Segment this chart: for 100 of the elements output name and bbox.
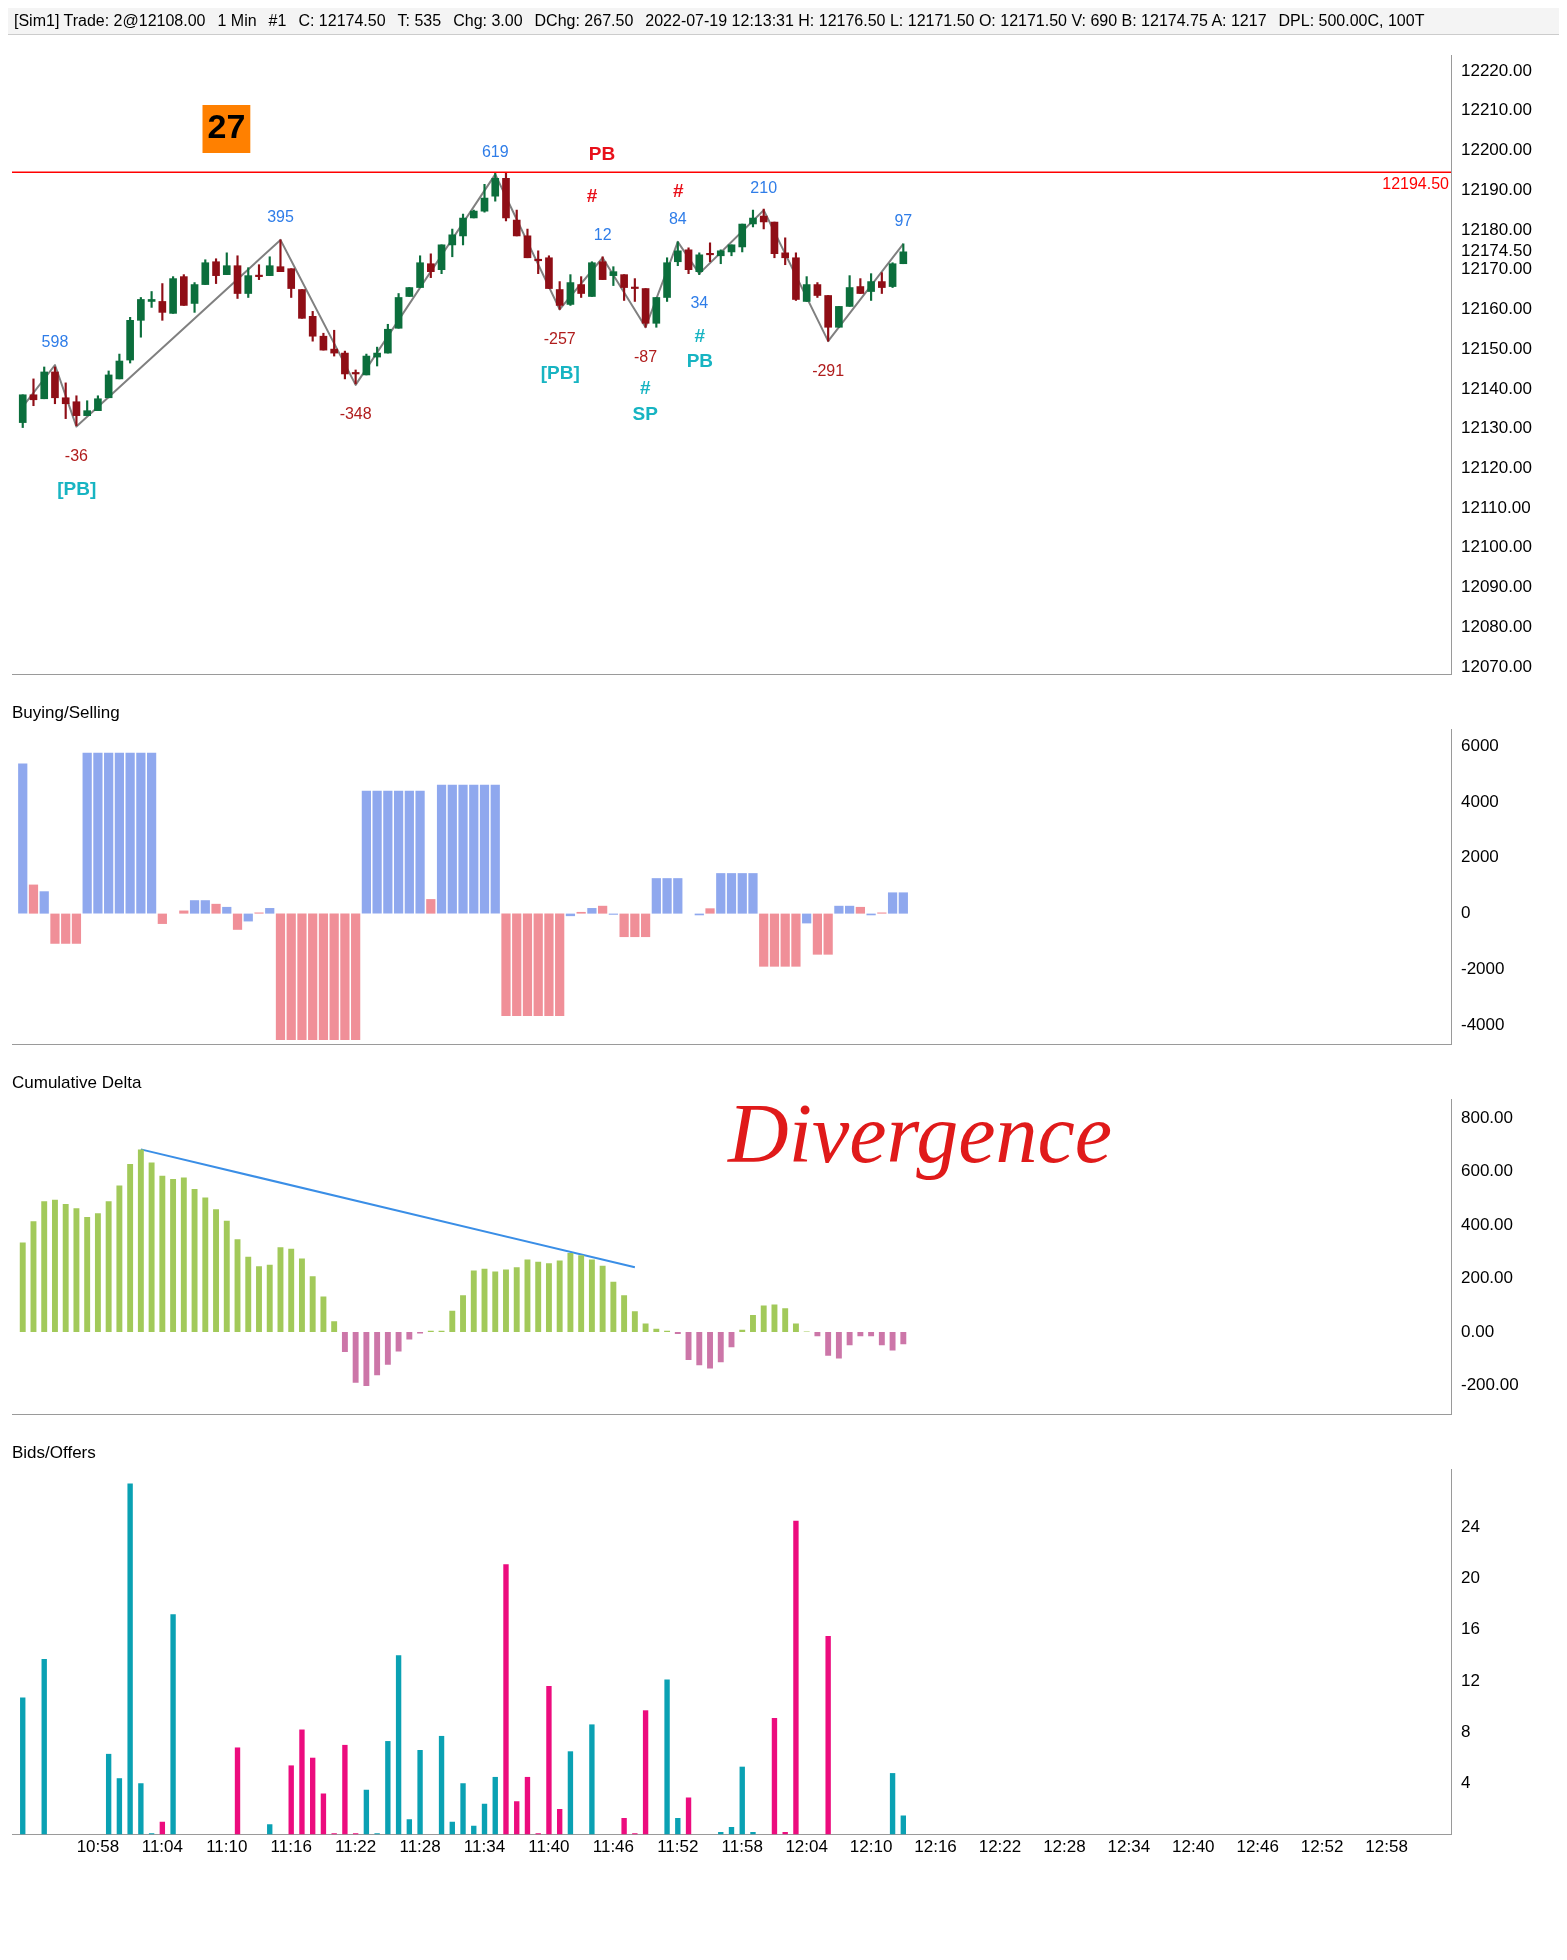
annotation: 84	[668, 210, 687, 228]
y-tick-label: -2000	[1461, 959, 1505, 979]
bar	[792, 1323, 799, 1332]
bar	[855, 906, 865, 914]
bar	[395, 1655, 402, 1835]
bar	[470, 1270, 477, 1332]
candlestick	[29, 378, 38, 407]
x-tick-label: 11:34	[463, 1837, 506, 1857]
annotation: [PB]	[540, 361, 580, 383]
bar	[726, 873, 737, 914]
x-tick-label: 12:10	[849, 1837, 893, 1857]
bar	[522, 913, 533, 1017]
bar	[750, 1315, 756, 1332]
bar	[299, 1258, 305, 1332]
bar	[846, 1331, 853, 1346]
bar	[406, 1819, 413, 1835]
bar	[363, 1789, 370, 1835]
bar	[739, 1329, 746, 1332]
bar	[39, 891, 49, 914]
text: DPL: 500.00C, 100T	[1278, 12, 1425, 30]
bar	[707, 1331, 713, 1369]
bar	[621, 1295, 628, 1332]
bar	[812, 913, 823, 955]
bar	[341, 1331, 348, 1352]
bar	[105, 1201, 112, 1332]
annotation: 619	[481, 142, 509, 160]
bar	[352, 1331, 359, 1383]
bar	[179, 910, 189, 914]
bar	[492, 1776, 498, 1835]
annotation: #	[694, 325, 706, 347]
y-tick-label: 12160.00	[1461, 299, 1532, 319]
bar	[309, 1276, 316, 1332]
bar	[180, 1177, 187, 1332]
bar	[588, 1259, 595, 1332]
annotation: SP	[632, 402, 659, 424]
bar	[793, 1520, 799, 1835]
bar	[114, 752, 125, 914]
x-tick-label: 11:10	[206, 1837, 248, 1857]
bar	[200, 900, 210, 914]
bar	[705, 908, 715, 914]
bar	[137, 1149, 144, 1332]
bar	[41, 1201, 48, 1332]
bar	[288, 1248, 295, 1332]
bar	[578, 1255, 585, 1332]
bar	[481, 1803, 488, 1835]
bar	[802, 913, 812, 924]
y-tick-label: 12170.00	[1461, 259, 1532, 279]
annotation: #	[586, 184, 598, 206]
bar	[567, 1751, 574, 1835]
y-tick-label: 12200.00	[1461, 140, 1532, 160]
bar	[524, 1776, 531, 1835]
y-tick-label: -4000	[1461, 1014, 1505, 1034]
bar	[823, 913, 833, 955]
y-tick-label: 24	[1461, 1516, 1480, 1536]
bar	[769, 913, 780, 967]
y-tick-label: -200.00	[1461, 1375, 1519, 1395]
bar	[900, 1331, 907, 1345]
y-tick-label: 12090.00	[1461, 577, 1532, 597]
bar	[759, 913, 769, 967]
bar	[232, 913, 243, 930]
y-tick-label: 12110.00	[1461, 497, 1531, 517]
y-tick-label: 6000	[1461, 735, 1499, 755]
bar	[460, 1783, 466, 1835]
bar	[318, 913, 329, 1041]
x-tick-label: 12:46	[1236, 1837, 1279, 1857]
bar	[275, 913, 286, 1041]
annotation: #	[639, 376, 651, 398]
bar	[449, 1310, 456, 1332]
bar	[685, 1797, 692, 1835]
bar	[385, 1741, 391, 1835]
bar	[436, 784, 447, 914]
x-tick-label: 11:16	[270, 1837, 312, 1857]
x-tick-label: 11:58	[721, 1837, 763, 1857]
bar	[898, 892, 908, 914]
bar	[857, 1331, 864, 1337]
y-tick-label: 12140.00	[1461, 378, 1532, 398]
x-tick-label: 12:34	[1107, 1837, 1151, 1857]
bar	[640, 913, 651, 938]
bar	[535, 1261, 542, 1332]
text: [Sim1] Trade: 2@12108.00	[14, 12, 206, 30]
bar	[189, 900, 200, 914]
bar	[878, 1331, 885, 1346]
y-tick-label: 12120.00	[1461, 457, 1532, 477]
bar	[717, 1331, 724, 1363]
bar	[299, 1729, 305, 1835]
x-tick-label: 12:16	[914, 1837, 957, 1857]
y-tick-label: 800.00	[1461, 1107, 1513, 1127]
bar	[889, 1773, 896, 1835]
y-tick-label: 12174.50	[1461, 241, 1532, 261]
bar	[170, 1614, 176, 1835]
x-tick-label: 11:28	[399, 1837, 441, 1857]
bar	[288, 1765, 294, 1835]
text: Chg: 3.00	[453, 12, 523, 30]
bar	[589, 1724, 595, 1835]
bar	[492, 1271, 499, 1332]
bar	[556, 1808, 563, 1835]
bar	[599, 1265, 606, 1332]
bar	[395, 1331, 402, 1352]
y-tick-label: 12190.00	[1461, 179, 1532, 199]
bar	[116, 1778, 123, 1835]
